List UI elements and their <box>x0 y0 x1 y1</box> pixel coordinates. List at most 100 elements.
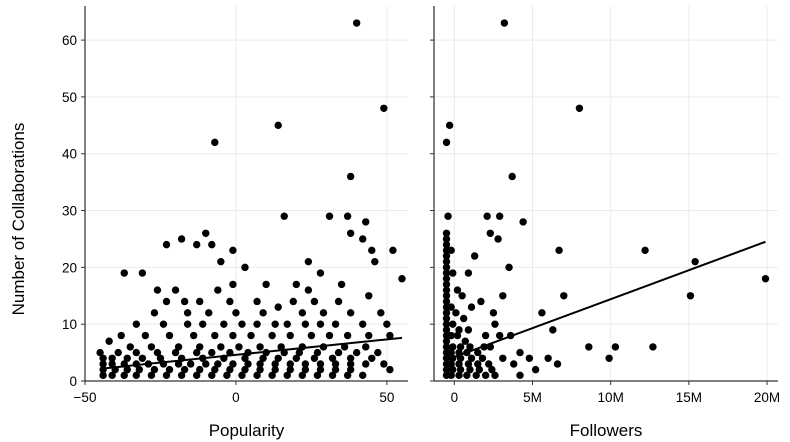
followers-data-point <box>549 326 557 334</box>
followers-data-point <box>481 331 490 340</box>
popularity-data-point <box>331 320 340 328</box>
followers-data-point <box>447 246 455 255</box>
popularity-data-point <box>241 365 249 374</box>
followers-data-point <box>464 326 473 334</box>
popularity-data-point <box>389 246 397 255</box>
followers-data-point <box>686 292 695 300</box>
popularity-data-point <box>196 343 204 351</box>
popularity-data-point <box>283 320 291 328</box>
followers-data-point <box>442 286 451 294</box>
followers-data-point <box>516 371 524 380</box>
popularity-data-point <box>159 320 168 328</box>
popularity-data-point <box>346 172 355 181</box>
popularity-data-point <box>123 365 131 374</box>
popularity-data-point <box>214 286 222 294</box>
popularity-data-point <box>138 269 147 277</box>
followers-data-point <box>447 348 455 357</box>
popularity-data-point <box>268 371 276 380</box>
followers-data-point <box>442 275 451 283</box>
popularity-data-point <box>343 212 352 220</box>
popularity-data-point <box>292 354 301 362</box>
popularity-data-point <box>286 331 294 340</box>
popularity-data-point <box>135 365 144 374</box>
followers-data-point <box>691 257 699 266</box>
followers-data-point <box>470 252 479 260</box>
popularity-data-point <box>217 257 225 266</box>
popularity-data-point <box>165 331 174 340</box>
followers-data-point <box>442 240 451 249</box>
popularity-y-tick-label: 10 <box>62 317 77 332</box>
popularity-data-point <box>365 331 373 340</box>
popularity-data-point <box>208 240 216 249</box>
popularity-data-point <box>286 365 294 374</box>
popularity-data-point <box>180 297 189 306</box>
popularity-data-point <box>277 343 285 351</box>
popularity-data-point <box>196 297 204 306</box>
popularity-y-tick-label: 50 <box>62 90 77 105</box>
popularity-data-point <box>259 309 267 317</box>
popularity-data-point <box>304 257 313 266</box>
followers-data-point <box>605 354 613 362</box>
popularity-trend-line <box>103 336 403 370</box>
followers-data-point <box>475 365 484 374</box>
popularity-y-tick-label: 60 <box>62 33 77 48</box>
followers-data-point <box>477 297 485 306</box>
popularity-data-point <box>108 354 116 362</box>
popularity-data-point <box>259 354 267 362</box>
followers-data-point <box>510 360 518 368</box>
popularity-data-point <box>274 303 282 311</box>
followers-x-axis-title: Followers <box>570 421 643 440</box>
followers-data-point <box>442 280 451 289</box>
popularity-data-point <box>283 371 291 380</box>
popularity-data-point <box>337 280 346 289</box>
popularity-data-point <box>319 309 328 317</box>
popularity-data-point <box>253 297 261 306</box>
followers-data-point <box>585 343 593 351</box>
followers-data-point <box>499 354 507 362</box>
popularity-data-point <box>271 365 279 374</box>
popularity-data-point <box>271 360 279 368</box>
followers-data-point <box>442 309 451 317</box>
followers-data-point <box>461 337 469 345</box>
followers-x-tick-label: 15M <box>676 390 702 405</box>
followers-data-point <box>560 292 568 300</box>
followers-data-point <box>442 252 451 260</box>
popularity-data-point <box>331 360 340 368</box>
popularity-data-point <box>208 348 216 357</box>
popularity-data-point <box>235 343 243 351</box>
followers-data-point <box>449 365 457 374</box>
followers-data-point <box>449 343 457 351</box>
popularity-data-point <box>310 354 319 362</box>
followers-data-point <box>488 365 496 374</box>
followers-data-point <box>478 354 487 362</box>
followers-data-point <box>442 257 451 266</box>
popularity-data-point <box>256 360 264 368</box>
popularity-data-point <box>238 320 246 328</box>
popularity-data-point <box>105 337 113 345</box>
popularity-data-point <box>289 297 297 306</box>
popularity-data-point <box>162 371 171 380</box>
y-axis-title: Number of Collaborations <box>9 123 28 316</box>
popularity-data-point <box>147 371 156 380</box>
popularity-data-point <box>183 320 192 328</box>
popularity-data-point <box>340 343 349 351</box>
followers-data-point <box>466 343 474 351</box>
popularity-data-point <box>274 354 282 362</box>
popularity-data-point <box>99 371 107 380</box>
popularity-data-point <box>174 343 183 351</box>
popularity-data-point <box>153 286 162 294</box>
popularity-data-point <box>386 365 394 374</box>
followers-data-point <box>444 212 452 220</box>
popularity-data-point <box>359 320 367 328</box>
popularity-data-point <box>192 371 201 380</box>
followers-data-point <box>449 269 457 277</box>
followers-data-point <box>453 286 462 294</box>
popularity-data-point <box>316 320 325 328</box>
followers-data-point <box>442 297 451 306</box>
popularity-data-point <box>325 331 334 340</box>
followers-data-point <box>442 365 451 374</box>
popularity-data-point <box>362 218 370 226</box>
followers-data-point <box>463 371 471 380</box>
popularity-data-point <box>171 286 180 294</box>
popularity-data-point <box>316 269 325 277</box>
